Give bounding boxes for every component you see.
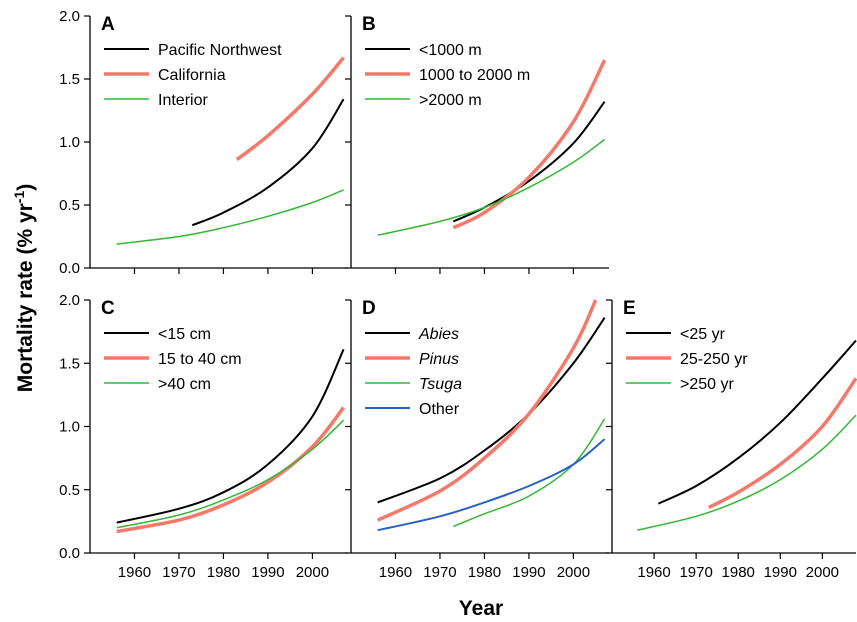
y-tick-label: 1.0: [59, 134, 80, 151]
series-line-25-250-yr: [707, 377, 857, 510]
y-tick-label: 2.0: [59, 8, 80, 25]
panel-label: E: [623, 298, 636, 319]
legend-label: >250 yr: [680, 376, 734, 393]
x-tick-label: 1980: [207, 564, 240, 581]
y-axis-title: Mortality rate (% yr-1): [11, 184, 37, 393]
legend-label: <15 cm: [158, 326, 211, 343]
legend-label: Tsuga: [419, 376, 462, 393]
legend-label: <25 yr: [680, 326, 726, 343]
legend-label: Interior: [158, 92, 208, 109]
x-axis-title: Year: [459, 597, 503, 620]
legend-label: 15 to 40 cm: [158, 351, 242, 368]
legend-label: Pacific Northwest: [158, 42, 282, 59]
legend-label: Other: [419, 401, 460, 418]
x-tick-label: 1980: [722, 564, 755, 581]
y-tick-label: 0.5: [59, 197, 80, 214]
x-tick-label: 1980: [468, 564, 501, 581]
legend-label: 25-250 yr: [680, 351, 748, 368]
panel-label: B: [362, 14, 376, 35]
x-tick-label: 1970: [423, 564, 456, 581]
y-tick-label: 1.5: [59, 71, 80, 88]
y-tick-label: 1.0: [59, 419, 80, 436]
y-tick-label: 0.0: [59, 260, 80, 277]
x-tick-label: 2000: [296, 564, 329, 581]
panel-label: C: [101, 298, 115, 319]
y-tick-label: 0.5: [59, 482, 80, 499]
y-axis-title-end: ): [14, 184, 37, 191]
x-tick-label: 1970: [679, 564, 712, 581]
x-tick-label: 1960: [118, 564, 151, 581]
legend-label: >2000 m: [419, 92, 482, 109]
legend-label: Abies: [418, 326, 459, 343]
x-tick-label: 2000: [806, 564, 839, 581]
legend: <15 cm 15 to 40 cm >40 cm: [104, 326, 242, 393]
series-line-abies: [377, 317, 606, 504]
series-line-15-to-40-cm: [116, 406, 345, 534]
x-tick-label: 1960: [379, 564, 412, 581]
series-line-40-cm: [116, 419, 345, 529]
y-tick-label: 0.0: [59, 545, 80, 562]
series-line-1000-to-2000-m: [452, 59, 607, 230]
legend: <1000 m 1000 to 2000 m >2000 m: [365, 42, 530, 109]
series-line-interior: [116, 189, 344, 245]
series-line-california: [235, 56, 345, 161]
y-tick-label: 2.0: [59, 292, 80, 309]
legend-label: Pinus: [419, 351, 459, 368]
x-tick-label: 1990: [764, 564, 797, 581]
series-line-other: [377, 438, 606, 532]
panel-e: 1960 1970 1980 1990 2000 E <25 yr 25-250 yr >250…: [606, 298, 857, 581]
series-line-pinus: [376, 299, 598, 522]
y-axis-title-sup: -1: [11, 191, 27, 204]
series-line-15-cm: [116, 348, 345, 524]
panel-c: 0.0 0.5 1.0 1.5 2.0 1960 1970 1980 1990 2000 C <15 …: [59, 292, 348, 581]
panel-d: 1960 1970 1980 1990 2000 D Abies Pinus Tsuga Othe…: [345, 298, 609, 581]
y-tick-label: 1.5: [59, 355, 80, 372]
series-line-250-yr: [637, 414, 857, 531]
x-tick-label: 1990: [251, 564, 284, 581]
legend: <25 yr 25-250 yr >250 yr: [626, 326, 748, 393]
series-line-1000-m: [452, 101, 606, 223]
series-line-25-yr: [657, 339, 857, 505]
panel-b: B <1000 m 1000 to 2000 m >2000 m: [345, 14, 609, 274]
x-tick-label: 1990: [512, 564, 545, 581]
legend-label: >40 cm: [158, 376, 211, 393]
x-tick-label: 1960: [637, 564, 670, 581]
legend: Pacific Northwest California Interior: [104, 42, 282, 109]
x-tick-label: 2000: [557, 564, 590, 581]
legend-label: <1000 m: [419, 42, 482, 59]
legend: Abies Pinus Tsuga Other: [365, 326, 462, 418]
x-tick-label: 1970: [162, 564, 195, 581]
panel-a: 0.0 0.5 1.0 1.5 2.0 A Pacific Northwest Califor…: [59, 8, 348, 277]
legend-label: 1000 to 2000 m: [419, 67, 530, 84]
y-axis-title-main: Mortality rate (% yr: [14, 203, 37, 392]
legend-label: California: [158, 67, 226, 84]
panel-label: D: [362, 298, 376, 319]
panel-label: A: [101, 14, 115, 35]
series-line-tsuga: [453, 418, 606, 528]
series-line-2000-m: [377, 138, 606, 236]
series-line-pacific-northwest: [191, 98, 345, 227]
